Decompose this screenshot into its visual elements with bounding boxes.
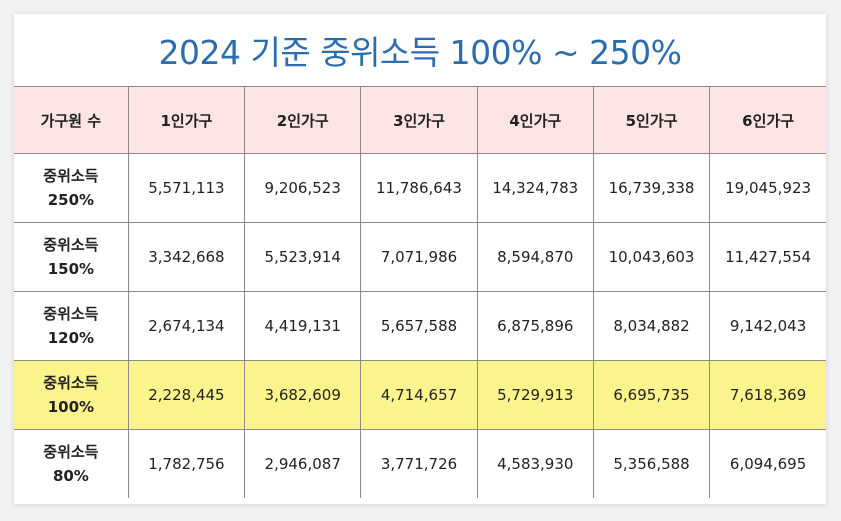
table-cell: 16,739,338 [592, 153, 711, 223]
table-cell: 5,356,588 [592, 429, 711, 498]
table-cell: 3,682,609 [244, 360, 362, 430]
row-label-bottom: 80% [52, 467, 89, 485]
row-label: 중위소득 250% [14, 153, 129, 223]
table-row: 중위소득 150% 3,342,668 5,523,914 7,071,986 … [14, 222, 826, 292]
table-cell: 6,094,695 [709, 429, 826, 498]
row-label-top: 중위소득 [43, 236, 99, 254]
table-cell: 9,206,523 [244, 153, 362, 223]
table-row: 중위소득 120% 2,674,134 4,419,131 5,657,588 … [14, 291, 826, 361]
table-cell: 9,142,043 [709, 291, 826, 361]
table-row: 중위소득 80% 1,782,756 2,946,087 3,771,726 4… [14, 429, 826, 498]
table-cell: 11,786,643 [360, 153, 478, 223]
table-header-row: 가구원 수 1인가구 2인가구 3인가구 4인가구 5인가구 6인가구 [14, 86, 826, 154]
table-row: 중위소득 250% 5,571,113 9,206,523 11,786,643… [14, 153, 826, 223]
table-cell: 4,583,930 [476, 429, 594, 498]
table-row-highlighted: 중위소득 100% 2,228,445 3,682,609 4,714,657 … [14, 360, 826, 430]
row-label: 중위소득 80% [14, 429, 129, 498]
row-label-bottom: 250% [47, 191, 95, 209]
table-cell: 4,419,131 [244, 291, 362, 361]
table-cell: 11,427,554 [709, 222, 826, 292]
row-label-top: 중위소득 [43, 374, 99, 392]
column-header: 5인가구 [592, 86, 711, 154]
table-cell: 1,782,756 [127, 429, 246, 498]
table-cell: 5,729,913 [476, 360, 594, 430]
table-cell: 14,324,783 [476, 153, 594, 223]
row-label: 중위소득 100% [14, 360, 129, 430]
row-label-top: 중위소득 [43, 443, 99, 461]
column-header: 6인가구 [709, 86, 826, 154]
table-cell: 5,571,113 [127, 153, 246, 223]
row-label: 중위소득 150% [14, 222, 129, 292]
row-label-top: 중위소득 [43, 305, 99, 323]
income-table-card: 2024 기준 중위소득 100% ~ 250% 가구원 수 1인가구 2인가구… [14, 14, 826, 504]
table-cell: 3,342,668 [127, 222, 246, 292]
column-header: 4인가구 [476, 86, 594, 154]
column-header: 3인가구 [360, 86, 478, 154]
column-header: 2인가구 [244, 86, 362, 154]
row-label-bottom: 100% [47, 398, 95, 416]
table-cell: 2,228,445 [127, 360, 246, 430]
table-cell: 6,875,896 [476, 291, 594, 361]
column-header: 1인가구 [127, 86, 246, 154]
table-cell: 10,043,603 [592, 222, 711, 292]
median-income-table: 가구원 수 1인가구 2인가구 3인가구 4인가구 5인가구 6인가구 중위소득… [14, 86, 826, 498]
table-cell: 3,771,726 [360, 429, 478, 498]
table-cell: 2,674,134 [127, 291, 246, 361]
table-cell: 19,045,923 [709, 153, 826, 223]
row-label-bottom: 120% [47, 329, 95, 347]
table-cell: 2,946,087 [244, 429, 362, 498]
table-cell: 8,034,882 [592, 291, 711, 361]
row-label: 중위소득 120% [14, 291, 129, 361]
title-bar: 2024 기준 중위소득 100% ~ 250% [14, 14, 826, 86]
page-title: 2024 기준 중위소득 100% ~ 250% [158, 33, 682, 72]
table-cell: 5,657,588 [360, 291, 478, 361]
row-label-top: 중위소득 [43, 167, 99, 185]
table-cell: 4,714,657 [360, 360, 478, 430]
table-cell: 7,071,986 [360, 222, 478, 292]
corner-header: 가구원 수 [14, 86, 129, 154]
row-label-bottom: 150% [47, 260, 95, 278]
table-cell: 7,618,369 [709, 360, 826, 430]
table-cell: 5,523,914 [244, 222, 362, 292]
table-cell: 8,594,870 [476, 222, 594, 292]
table-cell: 6,695,735 [592, 360, 711, 430]
